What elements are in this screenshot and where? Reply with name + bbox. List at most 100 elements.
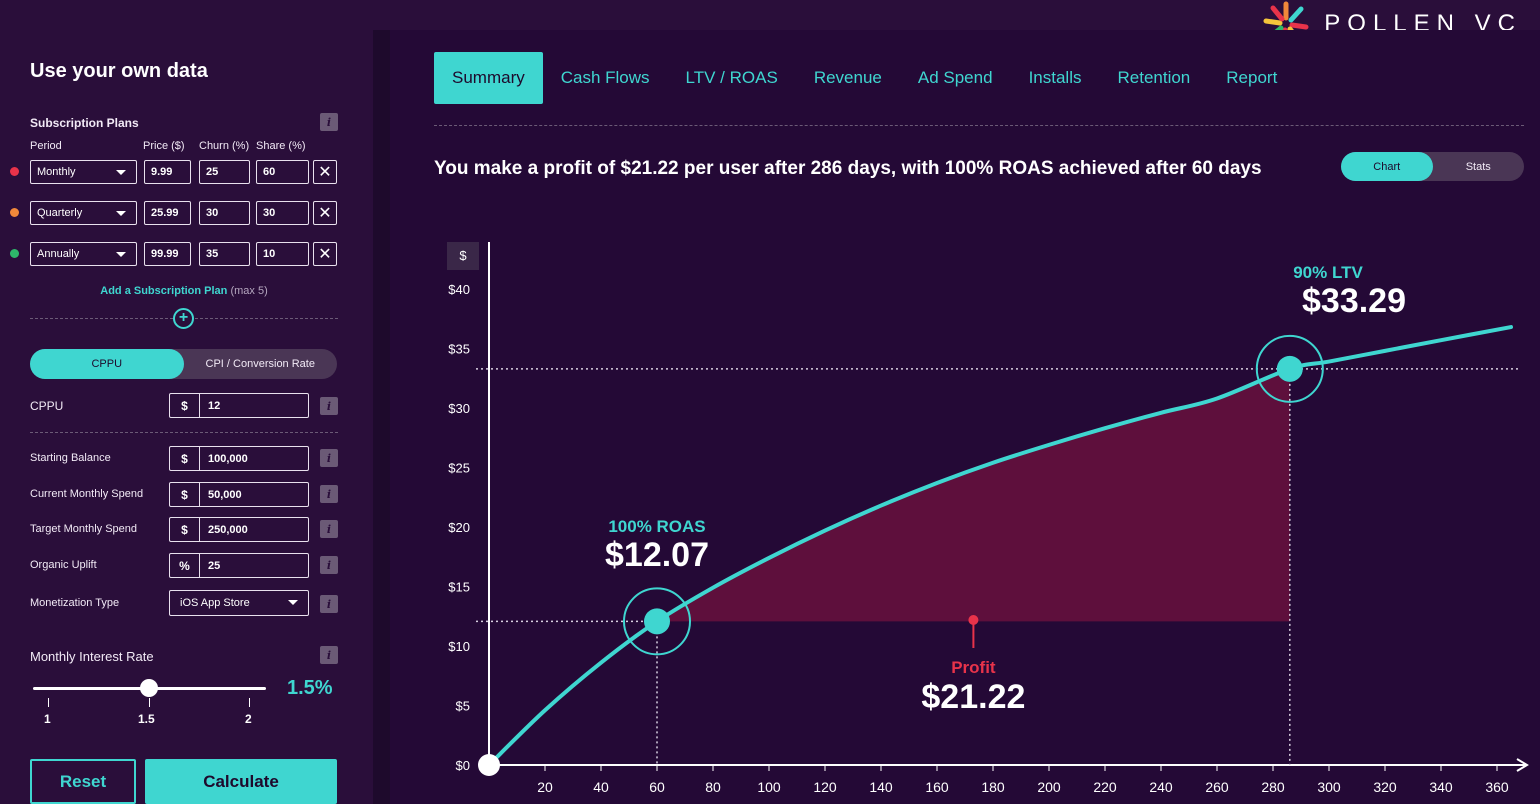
x-tick-label: 80 bbox=[705, 779, 721, 795]
x-tick-label: 180 bbox=[981, 779, 1005, 795]
slider-tick bbox=[149, 698, 150, 707]
chevron-down-icon bbox=[116, 170, 126, 175]
tab-installs[interactable]: Installs bbox=[1028, 68, 1082, 87]
slider-tick bbox=[48, 698, 49, 707]
organic-uplift-field[interactable]: % 25 bbox=[169, 553, 309, 578]
current-spend-label: Current Monthly Spend bbox=[30, 488, 144, 500]
reset-button[interactable]: Reset bbox=[30, 759, 136, 804]
col-share: Share (%) bbox=[256, 140, 306, 152]
monetization-label: Monetization Type bbox=[30, 597, 120, 609]
plan-period-select[interactable]: Annually bbox=[30, 242, 137, 266]
plan-share-input[interactable]: 60 bbox=[256, 160, 309, 184]
divider bbox=[30, 432, 338, 433]
toggle-stats[interactable]: Stats bbox=[1465, 160, 1491, 173]
origin-point bbox=[478, 754, 500, 776]
plan-color-dot bbox=[10, 249, 19, 258]
summary-headline: You make a profit of $21.22 per user aft… bbox=[434, 158, 1262, 179]
cost-mode-toggle[interactable]: CPPU CPI / Conversion Rate bbox=[30, 349, 337, 379]
plan-price-input[interactable]: 99.99 bbox=[144, 242, 191, 266]
plan-price-input[interactable]: 9.99 bbox=[144, 160, 191, 184]
info-icon[interactable]: i bbox=[320, 595, 338, 613]
plan-share-input[interactable]: 30 bbox=[256, 201, 309, 225]
chevron-down-icon bbox=[116, 211, 126, 216]
ltv-value: $33.29 bbox=[1302, 282, 1406, 320]
x-axis-arrow bbox=[1516, 758, 1529, 772]
plan-share-input[interactable]: 10 bbox=[256, 242, 309, 266]
y-tick-label: $30 bbox=[448, 401, 470, 416]
roas-marker-ring bbox=[623, 587, 691, 656]
plan-period-select[interactable]: Monthly bbox=[30, 160, 137, 184]
info-icon[interactable]: i bbox=[320, 485, 338, 503]
x-tick-label: 300 bbox=[1317, 779, 1341, 795]
add-plan-link[interactable]: Add a Subscription Plan (max 5) bbox=[100, 285, 268, 297]
tab-cash-flows[interactable]: Cash Flows bbox=[560, 68, 650, 87]
info-icon[interactable]: i bbox=[320, 520, 338, 538]
x-tick-label: 120 bbox=[813, 779, 837, 795]
organic-uplift-label: Organic Uplift bbox=[30, 559, 97, 571]
col-price: Price ($) bbox=[143, 140, 185, 152]
current-spend-field[interactable]: $ 50,000 bbox=[169, 482, 309, 507]
info-icon[interactable]: i bbox=[320, 397, 338, 415]
plan-churn-input[interactable]: 25 bbox=[199, 160, 250, 184]
starting-balance-field[interactable]: $ 100,000 bbox=[169, 446, 309, 471]
target-spend-field[interactable]: $ 250,000 bbox=[169, 517, 309, 542]
y-tick-label: $0 bbox=[456, 758, 470, 773]
ltv-marker bbox=[1276, 355, 1303, 382]
tab-summary[interactable]: Summary bbox=[434, 52, 543, 104]
top-bar bbox=[0, 0, 1540, 30]
y-tick-label: $5 bbox=[456, 699, 470, 714]
divider bbox=[434, 125, 1524, 126]
tab-retention[interactable]: Retention bbox=[1117, 68, 1191, 87]
chevron-down-icon bbox=[116, 252, 126, 257]
plan-churn-input[interactable]: 35 bbox=[199, 242, 250, 266]
tab-ad-spend[interactable]: Ad Spend bbox=[917, 68, 993, 87]
ltv-marker-ring bbox=[1255, 334, 1324, 403]
remove-plan-button[interactable]: ✕ bbox=[313, 201, 337, 225]
add-plan-button[interactable]: + bbox=[173, 308, 194, 329]
sidebar-title: Use your own data bbox=[30, 60, 208, 82]
calculate-button[interactable]: Calculate bbox=[145, 759, 337, 804]
toggle-chart[interactable]: Chart bbox=[1341, 152, 1433, 181]
plan-price-input[interactable]: 25.99 bbox=[144, 201, 191, 225]
x-tick-label: 20 bbox=[537, 779, 553, 795]
x-tick-label: 160 bbox=[925, 779, 949, 795]
toggle-cppu[interactable]: CPPU bbox=[30, 349, 184, 379]
remove-plan-button[interactable]: ✕ bbox=[313, 242, 337, 266]
x-tick-label: 340 bbox=[1429, 779, 1453, 795]
toggle-cpi-conversion[interactable]: CPI / Conversion Rate bbox=[205, 358, 315, 370]
monetization-select[interactable]: iOS App Store bbox=[169, 590, 309, 616]
chevron-down-icon bbox=[288, 600, 298, 605]
tab-bar: Summary Cash Flows LTV / ROAS Revenue Ad… bbox=[434, 52, 1295, 104]
y-tick-label: $15 bbox=[448, 580, 470, 595]
info-icon[interactable]: i bbox=[320, 113, 338, 131]
interest-slider-thumb[interactable] bbox=[139, 679, 158, 697]
remove-plan-button[interactable]: ✕ bbox=[313, 160, 337, 184]
slider-tick bbox=[249, 698, 250, 707]
tab-ltv-roas[interactable]: LTV / ROAS bbox=[685, 68, 778, 87]
view-toggle[interactable]: Chart Stats bbox=[1341, 152, 1524, 181]
plan-color-dot bbox=[10, 167, 19, 176]
cppu-field[interactable]: $ 12 bbox=[169, 393, 309, 418]
tab-revenue[interactable]: Revenue bbox=[813, 68, 882, 87]
info-icon[interactable]: i bbox=[320, 556, 338, 574]
tab-report[interactable]: Report bbox=[1226, 68, 1278, 87]
y-tick-label: $35 bbox=[448, 342, 470, 357]
y-tick-label: $10 bbox=[448, 639, 470, 654]
profit-pin-head bbox=[968, 615, 979, 625]
plans-heading: Subscription Plans bbox=[30, 116, 139, 130]
x-tick-label: 60 bbox=[649, 779, 665, 795]
profit-area bbox=[657, 368, 1290, 622]
x-tick-label: 140 bbox=[869, 779, 893, 795]
interest-rate-value: 1.5% bbox=[287, 677, 333, 699]
cppu-label: CPPU bbox=[30, 399, 64, 413]
x-tick-label: 280 bbox=[1261, 779, 1285, 795]
plan-churn-input[interactable]: 30 bbox=[199, 201, 250, 225]
slider-tick-label: 1.5 bbox=[138, 712, 155, 726]
info-icon[interactable]: i bbox=[320, 449, 338, 467]
starting-balance-label: Starting Balance bbox=[30, 452, 111, 464]
y-tick-label: $40 bbox=[448, 282, 470, 297]
interest-rate-label: Monthly Interest Rate bbox=[30, 649, 154, 664]
roas-label: 100% ROAS bbox=[608, 517, 705, 536]
plan-period-select[interactable]: Quarterly bbox=[30, 201, 137, 225]
info-icon[interactable]: i bbox=[320, 646, 338, 664]
